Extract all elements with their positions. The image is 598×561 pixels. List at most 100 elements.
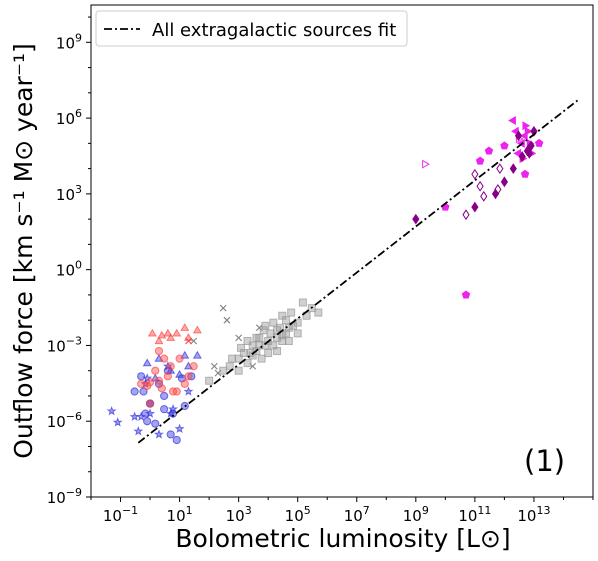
data-point-circle	[145, 378, 155, 387]
data-point-square	[236, 343, 245, 352]
legend: All extragalactic sources fit	[95, 10, 408, 47]
data-point-pentagon	[534, 138, 544, 147]
data-point-diamond	[412, 213, 420, 225]
data-point-diamond	[500, 176, 509, 188]
data-point-square	[243, 336, 252, 345]
data-point-triangle	[180, 323, 190, 331]
data-point-circle	[160, 405, 169, 414]
data-point-circle	[175, 354, 184, 363]
x-axis-label: Bolometric luminosity [L⊙]	[175, 524, 510, 553]
data-point-circle	[160, 354, 169, 363]
data-point-diamond	[514, 130, 523, 142]
data-point-circle	[139, 387, 148, 396]
data-point-star	[133, 426, 144, 436]
data-point-square	[234, 366, 243, 375]
data-point-square	[287, 308, 296, 317]
data-point-circle	[157, 384, 166, 393]
data-point-triangle	[192, 350, 202, 359]
data-point-star	[136, 411, 147, 421]
axis-ticks: 10−1 101 103 105 107 109 1011 1013 10−9 10−6 10−3 1…	[47, 16, 594, 525]
data-point-diamond	[480, 190, 488, 202]
panel-label: (1)	[524, 444, 565, 478]
data-point-x	[190, 337, 198, 345]
data-point-square	[219, 366, 228, 375]
data-point-square	[255, 341, 264, 350]
data-point-diamond	[462, 209, 470, 221]
x-tick-label: 1013	[517, 504, 550, 525]
data-point-circle	[160, 391, 169, 401]
data-point-square	[261, 321, 270, 330]
data-point-triangle	[166, 333, 176, 341]
fit-line-group	[137, 99, 579, 444]
data-point-star	[153, 429, 164, 439]
data-point-diamond	[491, 188, 500, 200]
data-point-triangle	[175, 369, 185, 378]
data-point-square	[278, 311, 287, 320]
data-point-square	[269, 318, 278, 327]
data-point-triangle	[163, 328, 173, 337]
x-tick-label: 107	[344, 504, 370, 525]
data-point-square	[284, 323, 293, 332]
data-point-pentagon	[484, 146, 494, 155]
y-tick-label: 109	[56, 31, 82, 52]
data-point-square	[273, 347, 282, 356]
data-point-triangle	[154, 336, 164, 345]
data-point-star	[112, 417, 123, 427]
data-point-circle	[163, 372, 172, 381]
data-point-triangle-left	[513, 148, 522, 158]
data-point-pentagon	[500, 141, 509, 150]
y-tick-label: 10−9	[47, 486, 82, 507]
data-point-circle	[137, 372, 146, 381]
data-point-circle	[130, 387, 139, 396]
data-point-circle	[166, 430, 175, 439]
data-point-triangle-right	[522, 121, 531, 131]
data-point-circle	[143, 417, 152, 426]
data-point-triangle	[147, 328, 157, 337]
x-tick-label: 101	[167, 504, 193, 525]
data-point-diamond	[496, 163, 504, 175]
data-point-square	[281, 329, 290, 338]
data-point-pentagon	[520, 169, 530, 178]
data-point-x	[210, 362, 218, 370]
data-point-pentagon	[461, 290, 471, 299]
data-point-square	[314, 308, 323, 317]
fit-line	[137, 99, 579, 444]
data-point-pentagon	[475, 156, 485, 165]
x-tick-label: 103	[226, 504, 252, 525]
data-point-circle	[141, 409, 150, 418]
data-point-x	[219, 304, 227, 312]
data-point-square	[205, 376, 214, 385]
data-point-square	[261, 341, 270, 350]
data-point-square	[257, 354, 266, 363]
data-point-diamond	[476, 180, 484, 192]
x-tick-label: 105	[285, 504, 311, 525]
data-point-circle	[184, 372, 193, 381]
y-tick-label: 100	[56, 259, 82, 280]
data-point-x	[185, 337, 192, 345]
data-point-square	[293, 329, 302, 338]
data-point-square	[243, 359, 252, 368]
data-point-star	[165, 408, 176, 418]
data-point-square	[225, 362, 234, 371]
data-point-triangle-right	[422, 159, 430, 169]
data-point-star	[106, 405, 117, 416]
data-point-triangle	[183, 333, 193, 341]
x-tick-label: 1011	[458, 504, 491, 525]
data-point-diamond	[471, 201, 479, 213]
data-point-star	[183, 386, 194, 396]
x-tick-label: 10−1	[103, 504, 138, 525]
data-point-circle	[151, 419, 160, 428]
data-point-circle	[189, 362, 198, 371]
data-point-x	[235, 334, 243, 342]
data-point-circle	[145, 399, 155, 408]
x-tick-label: 109	[403, 504, 429, 525]
data-point-diamond	[525, 148, 533, 159]
data-point-circle	[172, 435, 181, 445]
plot-area-frame	[90, 4, 594, 498]
y-tick-label: 10−6	[47, 410, 82, 431]
data-point-diamond	[471, 168, 479, 180]
data-point-star	[145, 408, 156, 418]
y-tick-label: 103	[56, 183, 82, 204]
data-points	[106, 116, 544, 445]
